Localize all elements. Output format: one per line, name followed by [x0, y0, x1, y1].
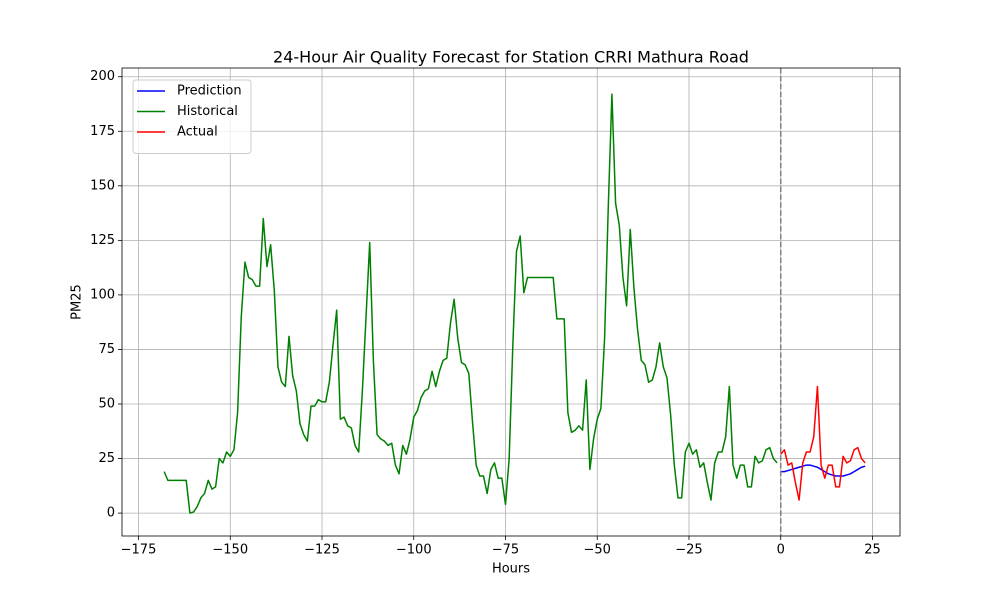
- legend-label: Historical: [177, 104, 238, 119]
- y-tick-label: 50: [98, 397, 115, 412]
- y-tick-label: 75: [98, 342, 115, 357]
- y-tick-label: 200: [90, 69, 115, 84]
- chart-title: 24-Hour Air Quality Forecast for Station…: [273, 48, 749, 67]
- legend-box: [132, 79, 252, 154]
- x-tick-label: −175: [121, 543, 157, 558]
- x-axis-label: Hours: [492, 562, 530, 577]
- legend-label: Actual: [177, 125, 218, 140]
- series-line: [780, 385, 866, 501]
- y-axis-label: PM25: [70, 284, 85, 320]
- x-tick-label: −100: [396, 543, 432, 558]
- legend-label: Prediction: [177, 84, 242, 99]
- x-tick-label: 25: [864, 543, 881, 558]
- series-line: [163, 93, 778, 514]
- x-tick-label: −125: [304, 543, 340, 558]
- x-tick-label: −25: [675, 543, 702, 558]
- y-tick-label: 150: [90, 178, 115, 193]
- y-tick-label: 125: [90, 233, 115, 248]
- x-tick-label: −75: [492, 543, 519, 558]
- x-tick-label: −150: [212, 543, 248, 558]
- plot-frame: [121, 67, 901, 537]
- x-tick-label: −50: [584, 543, 611, 558]
- y-tick-label: 175: [90, 124, 115, 139]
- y-tick-label: 100: [90, 287, 115, 302]
- y-tick-label: 0: [107, 506, 115, 521]
- x-tick-label: 0: [777, 543, 785, 558]
- y-tick-label: 25: [98, 451, 115, 466]
